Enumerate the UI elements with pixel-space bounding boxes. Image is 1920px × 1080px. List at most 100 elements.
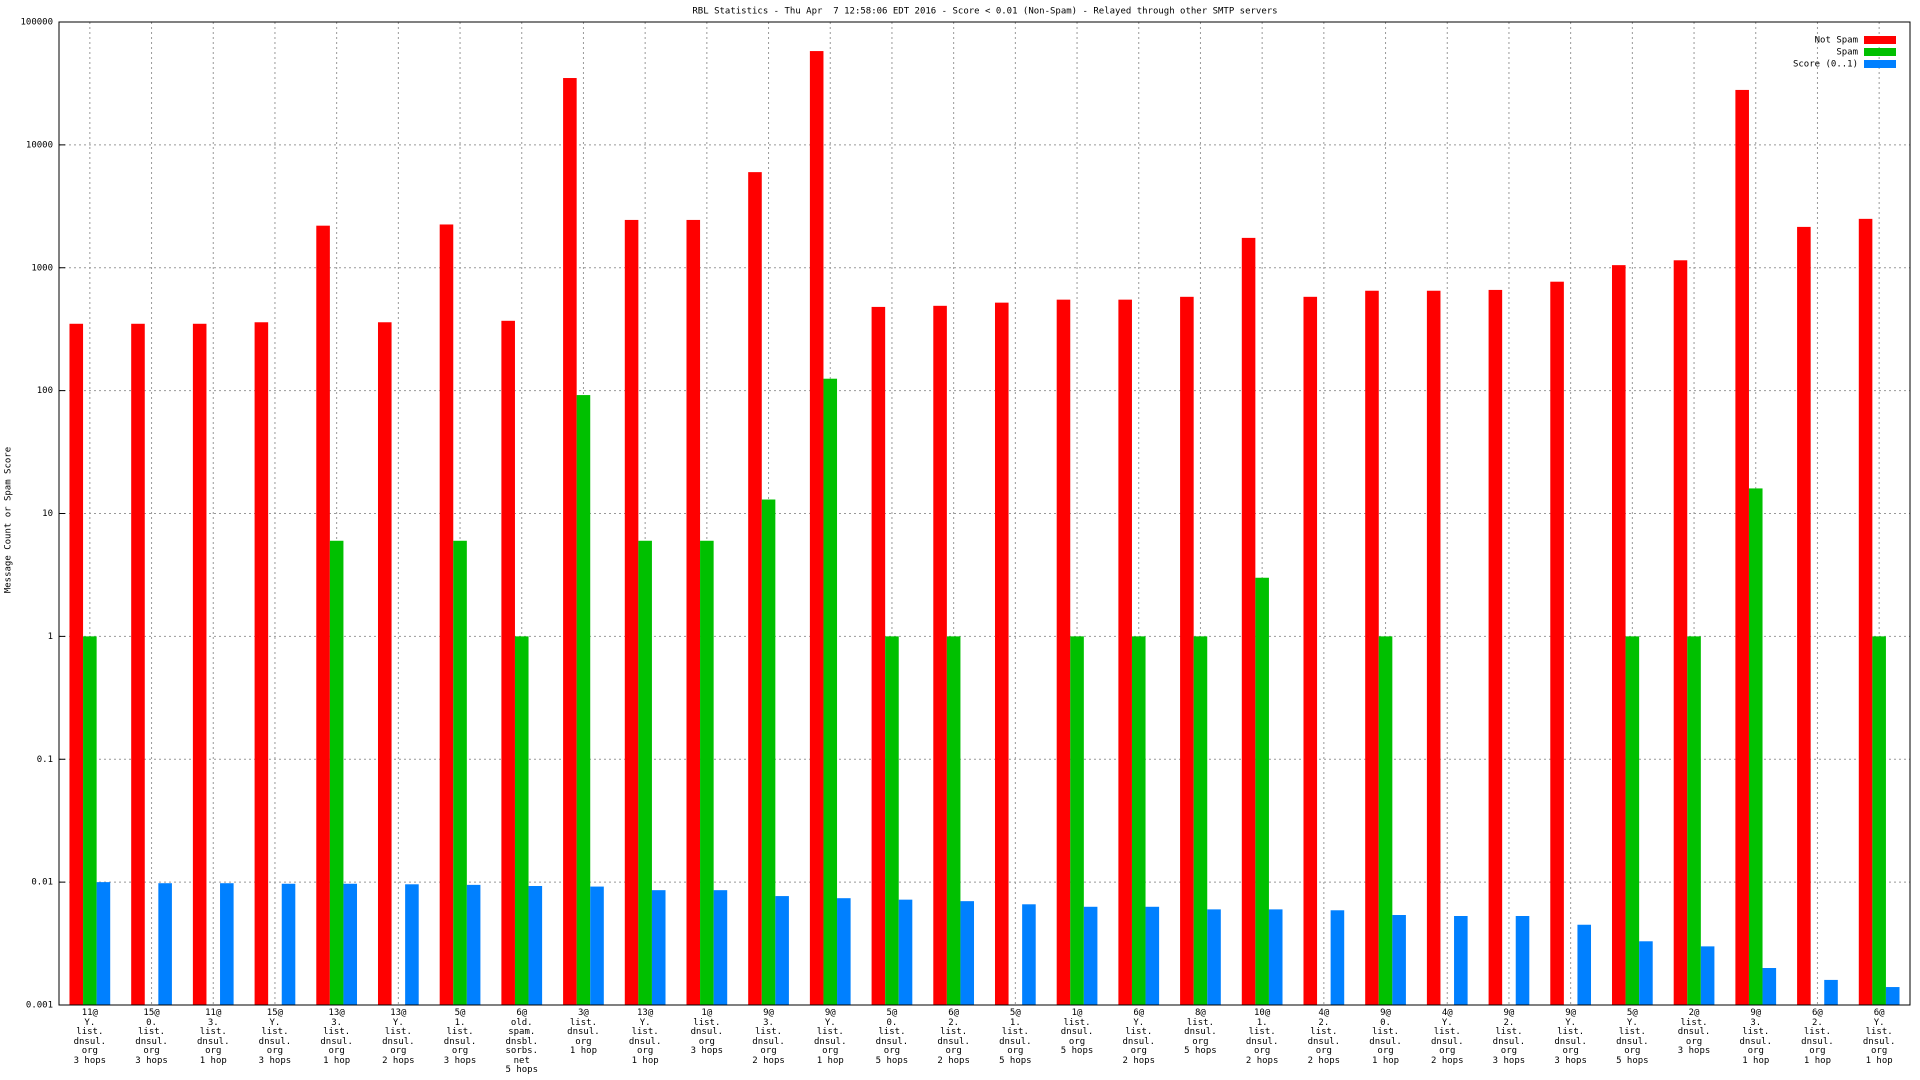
y-tick-label: 0.01 xyxy=(31,878,53,888)
x-tick-label: 9@ 0. list. dnsul. org 1 hop xyxy=(1369,1008,1402,1066)
x-tick-label: 4@ 2. list. dnsul. org 2 hops xyxy=(1307,1008,1341,1066)
x-tick-label: 9@ Y. list. dnsul. org 1 hop xyxy=(813,1008,847,1066)
x-tick-label: 5@ 0. list. dnsul. org 5 hops xyxy=(875,1008,909,1066)
bar xyxy=(1131,636,1146,1005)
bar xyxy=(1022,904,1036,1005)
y-tick-label: 10 xyxy=(42,509,53,519)
bar xyxy=(713,890,728,1005)
y-axis-label: Message Count or Spam Score xyxy=(4,447,14,593)
bar xyxy=(439,224,454,1005)
bar xyxy=(69,323,84,1005)
bar xyxy=(501,320,515,1005)
bar xyxy=(686,219,701,1005)
x-tick-label: 13@ Y. list. dnsul. org 1 hop xyxy=(628,1008,662,1066)
y-tick-label: 100000 xyxy=(20,18,53,28)
bar xyxy=(1611,265,1626,1005)
bar xyxy=(316,225,330,1006)
bar xyxy=(651,890,666,1005)
bar xyxy=(1735,89,1749,1005)
bar xyxy=(1748,488,1763,1005)
x-tick-label: 6@ old. spam. dnsbl. sorbs. net 5 hops xyxy=(505,1008,538,1075)
plot-frame xyxy=(58,21,1911,1006)
x-tick-label: 1@ list. dnsul. org 3 hops xyxy=(690,1008,724,1056)
x-tick-label: 6@ 2. list. dnsul. org 1 hop xyxy=(1801,1008,1834,1066)
bar xyxy=(377,322,392,1006)
bar xyxy=(466,884,481,1005)
bar xyxy=(83,636,97,1005)
bar xyxy=(514,636,529,1005)
bar xyxy=(775,896,789,1005)
x-tick-label: 15@ 0. list. dnsul. org 3 hops xyxy=(135,1008,168,1066)
y-tick-label: 1000 xyxy=(31,263,53,273)
x-tick-label: 9@ 3. list. dnsul. org 2 hops xyxy=(752,1008,785,1066)
bar xyxy=(823,378,838,1006)
x-tick-label: 11@ Y. list. dnsul. org 3 hops xyxy=(73,1008,107,1066)
y-tick-label: 1 xyxy=(48,632,53,642)
bar xyxy=(343,883,358,1005)
bar xyxy=(192,323,207,1005)
x-tick-label: 4@ Y. list. dnsul. org 2 hops xyxy=(1430,1008,1464,1066)
bar xyxy=(1858,218,1873,1005)
bar xyxy=(748,172,762,1006)
bar xyxy=(1207,909,1221,1005)
bar xyxy=(1488,289,1503,1005)
y-tick-label: 100 xyxy=(37,386,53,396)
bar xyxy=(576,395,591,1005)
bar xyxy=(1056,299,1071,1005)
bar xyxy=(994,302,1009,1005)
legend-swatch xyxy=(1864,36,1896,44)
bar xyxy=(158,883,172,1005)
bar xyxy=(1824,979,1838,1005)
x-tick-label: 9@ Y. list. dnsul. org 3 hops xyxy=(1554,1008,1587,1066)
legend-swatch xyxy=(1864,60,1896,68)
bar xyxy=(1762,968,1777,1005)
x-tick-label: 6@ Y. list. dnsul. org 2 hops xyxy=(1122,1008,1155,1066)
bar xyxy=(700,540,714,1005)
bar xyxy=(281,883,296,1005)
bar xyxy=(1872,636,1886,1005)
x-tick-label: 1@ list. dnsul. org 5 hops xyxy=(1060,1008,1094,1056)
bar xyxy=(946,636,961,1005)
x-tick-label: 13@ 3. list. dnsul. org 1 hop xyxy=(320,1008,353,1066)
bar xyxy=(405,884,419,1005)
bar xyxy=(1241,237,1256,1005)
y-tick-label: 0.1 xyxy=(37,755,53,765)
bar xyxy=(1268,909,1283,1005)
bar xyxy=(871,306,886,1005)
x-tick-label: 2@ list. dnsul. org 3 hops xyxy=(1677,1008,1711,1056)
x-tick-label: 9@ 2. list. dnsul. org 3 hops xyxy=(1492,1008,1526,1066)
bar xyxy=(624,219,639,1005)
bar xyxy=(220,883,234,1005)
bar xyxy=(528,885,543,1005)
y-tick-label: 10000 xyxy=(26,140,53,150)
bar xyxy=(1392,915,1406,1005)
bar xyxy=(898,899,913,1005)
bar xyxy=(1625,636,1640,1005)
bar xyxy=(837,898,851,1005)
bar xyxy=(1700,946,1715,1005)
x-tick-label: 15@ Y. list. dnsul. org 3 hops xyxy=(258,1008,292,1066)
bar xyxy=(1550,281,1564,1005)
bar xyxy=(1885,987,1900,1005)
y-tick-label: 0.001 xyxy=(26,1001,53,1011)
bar xyxy=(761,499,776,1005)
bar xyxy=(1330,910,1345,1005)
bar xyxy=(453,540,467,1005)
x-tick-label: 5@ 1. list. dnsul. org 5 hops xyxy=(999,1008,1032,1066)
x-tick-label: 10@ 1. list. dnsul. org 2 hops xyxy=(1245,1008,1279,1066)
bar xyxy=(1687,636,1701,1005)
bar xyxy=(638,540,652,1005)
legend-label: Not Spam xyxy=(1815,36,1858,46)
legend-swatch xyxy=(1864,48,1896,56)
bar xyxy=(329,540,344,1005)
bar xyxy=(254,322,269,1006)
bar xyxy=(809,51,824,1005)
bar xyxy=(590,886,604,1005)
bar xyxy=(1145,906,1160,1005)
x-tick-label: 11@ 3. list. dnsul. org 1 hop xyxy=(196,1008,230,1066)
x-tick-label: 8@ list. dnsul. org 5 hops xyxy=(1184,1008,1217,1056)
bar xyxy=(1378,636,1393,1005)
bar xyxy=(563,78,577,1005)
